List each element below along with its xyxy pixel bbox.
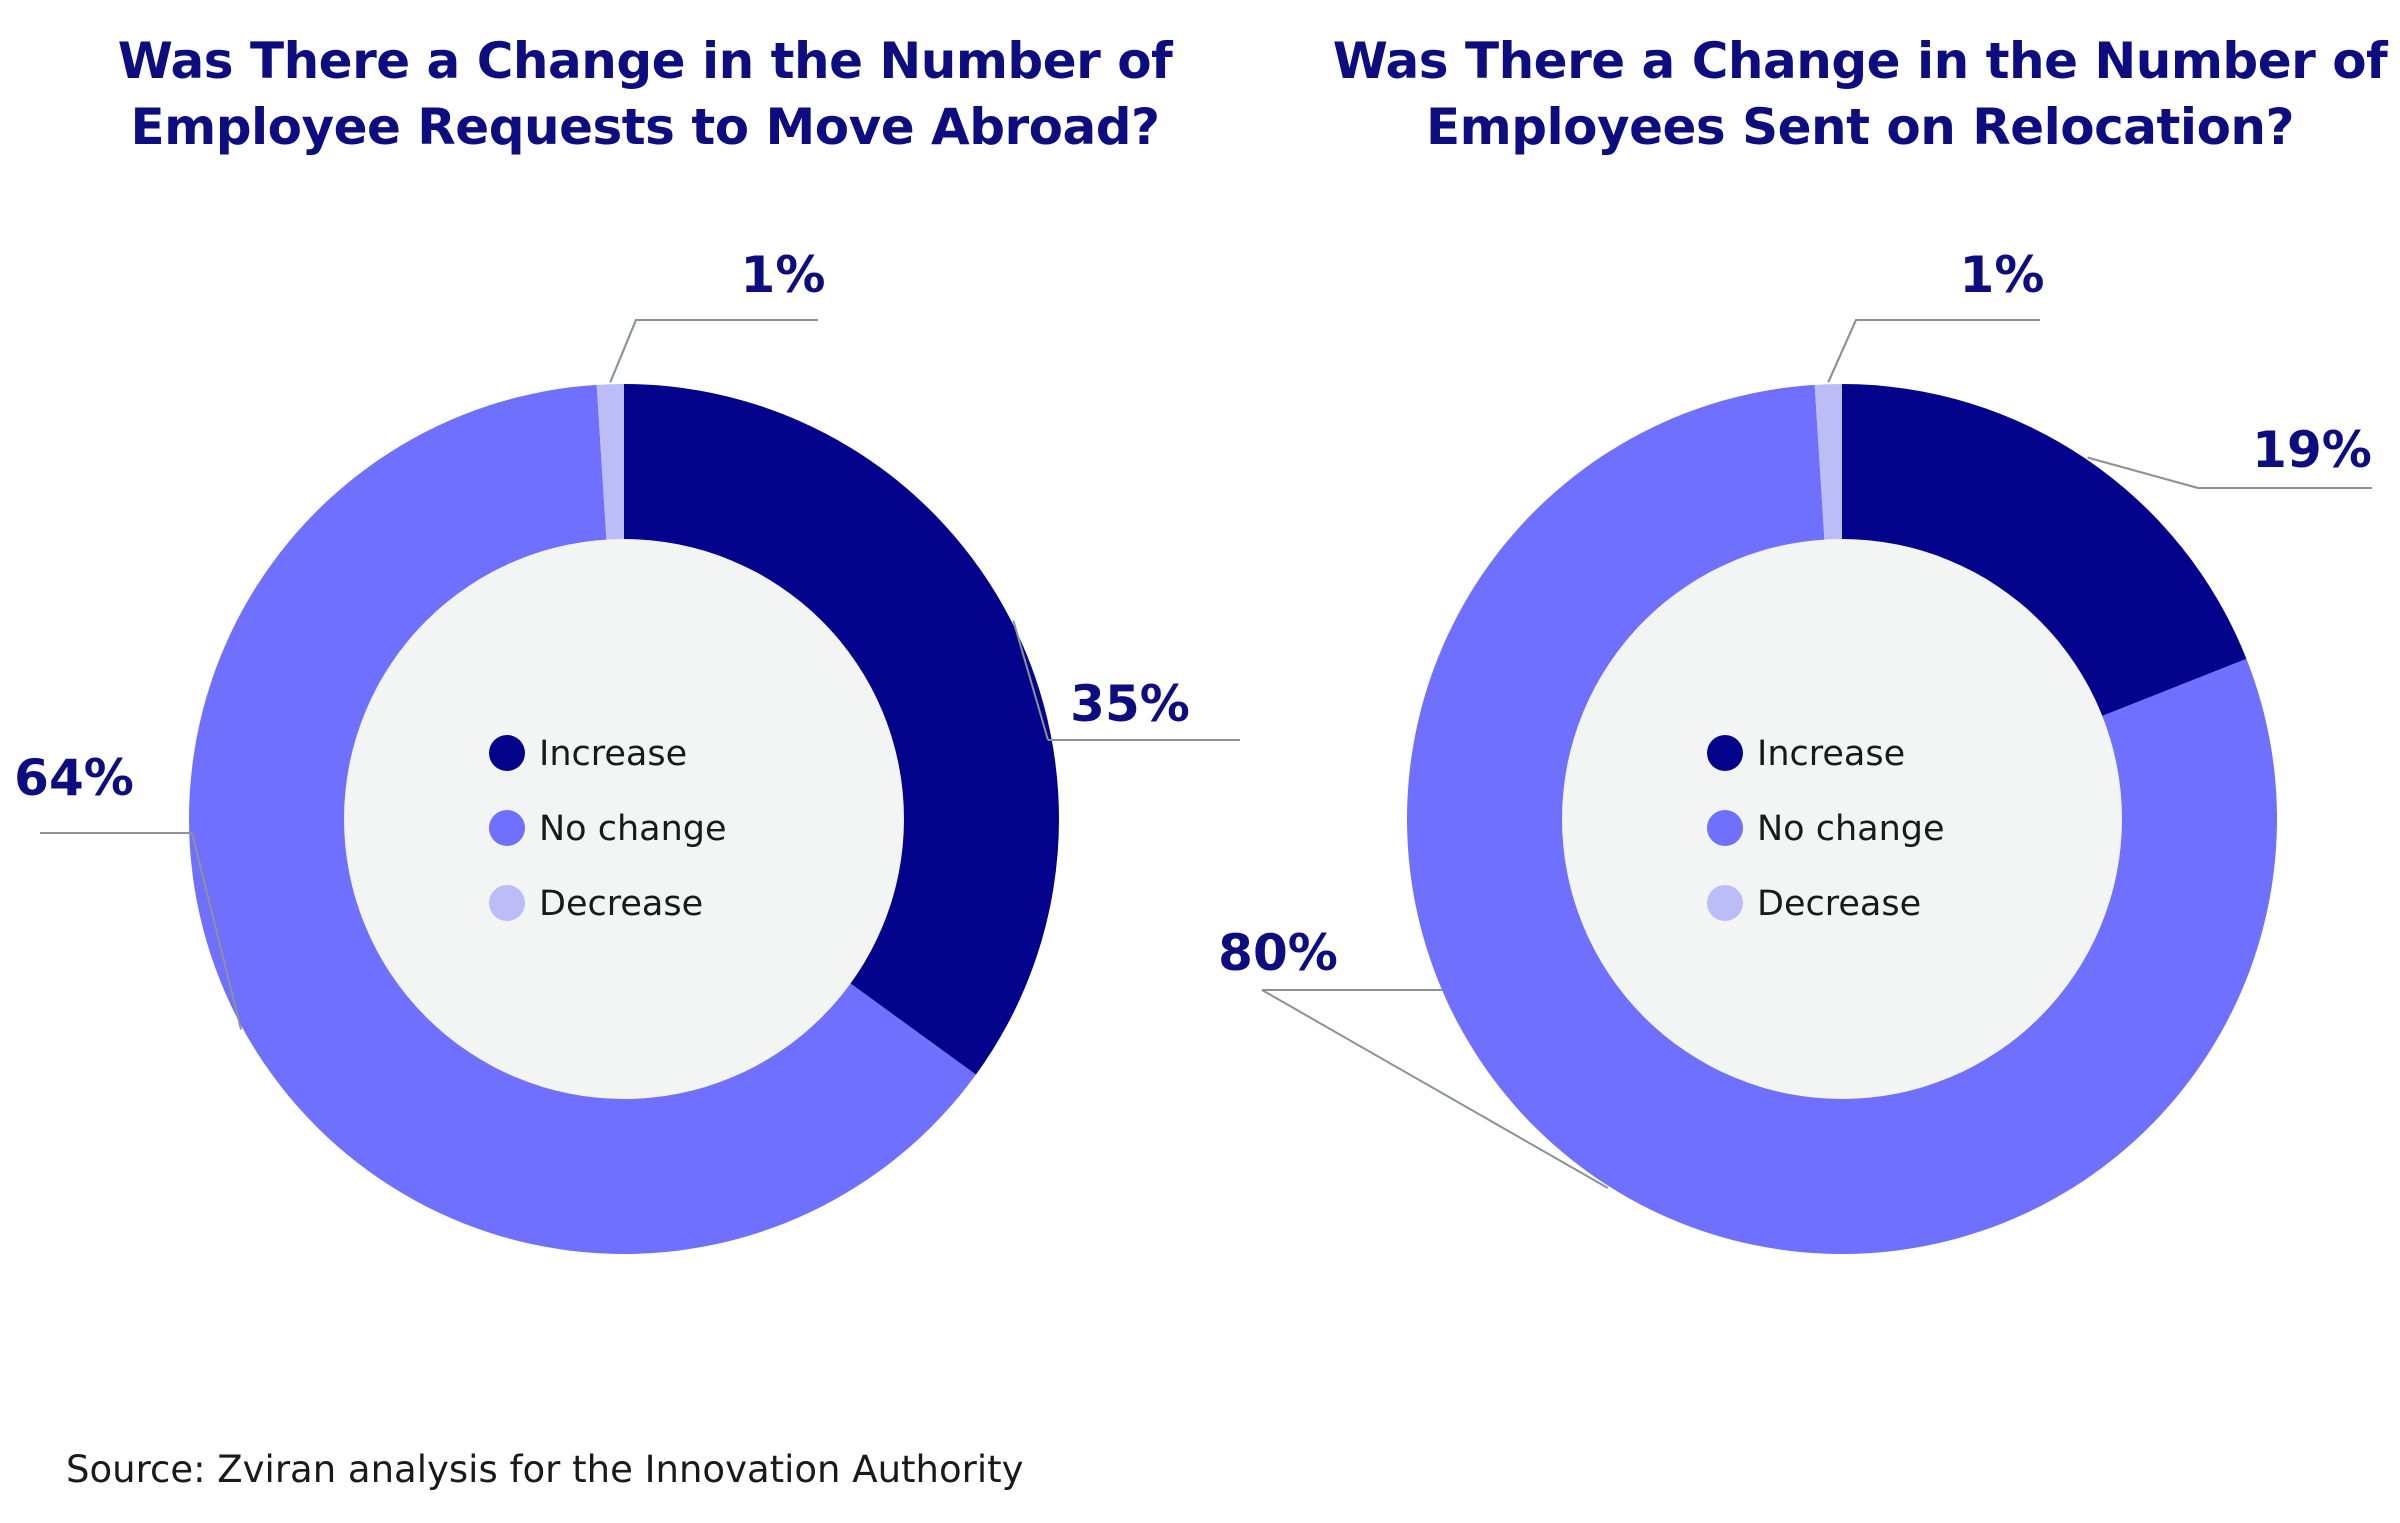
value-label-right-no-change: 80%	[1218, 924, 1338, 982]
legend-label-right-increase: Increase	[1757, 734, 1905, 774]
leader-connector-right-no-change	[1261, 989, 1609, 1189]
value-label-right-increase: 19%	[2252, 421, 2372, 479]
legend-label-right-decrease: Decrease	[1757, 884, 1921, 924]
chart-title-right-line-2: Employees Sent on Relocation?	[1425, 98, 2295, 156]
chart-title-left-line-2: Employee Requests to Move Abroad?	[130, 98, 1160, 156]
donut-hole-left	[344, 539, 904, 1099]
legend-swatch-right-no-change	[1707, 810, 1743, 846]
leader-line-left-decrease	[609, 319, 818, 383]
chart-title-right-line-1: Was There a Change in the Number of	[1332, 32, 2388, 90]
legend-label-left-decrease: Decrease	[539, 884, 703, 924]
leader-connector-right-increase	[2087, 456, 2199, 489]
leader-connector-left-increase	[1012, 620, 1049, 741]
value-label-left-increase: 35%	[1070, 675, 1190, 733]
leader-connector-left-decrease	[609, 319, 637, 383]
value-label-left-decrease: 1%	[741, 246, 826, 304]
value-label-left-no-change: 64%	[14, 749, 134, 807]
legend-swatch-right-increase	[1707, 735, 1743, 771]
source-note: Source: Zviran analysis for the Innovati…	[66, 1448, 1024, 1491]
legend-label-left-increase: Increase	[539, 734, 687, 774]
chart-title-left: Was There a Change in the Number of Empl…	[95, 28, 1195, 160]
legend-swatch-left-no-change	[489, 810, 525, 846]
value-label-right-decrease: 1%	[1960, 246, 2045, 304]
donut-hole-right	[1562, 539, 2122, 1099]
legend-swatch-left-decrease	[489, 885, 525, 921]
chart-title-right: Was There a Change in the Number of Empl…	[1310, 28, 2400, 160]
leader-connector-right-decrease	[1827, 319, 1857, 383]
legend-swatch-right-decrease	[1707, 885, 1743, 921]
legend-label-left-no-change: No change	[539, 809, 727, 849]
leader-connector-left-no-change	[191, 832, 243, 1030]
chart-title-left-line-1: Was There a Change in the Number of	[117, 32, 1173, 90]
legend-label-right-no-change: No change	[1757, 809, 1945, 849]
legend-swatch-left-increase	[489, 735, 525, 771]
leader-line-right-decrease	[1827, 319, 2040, 383]
